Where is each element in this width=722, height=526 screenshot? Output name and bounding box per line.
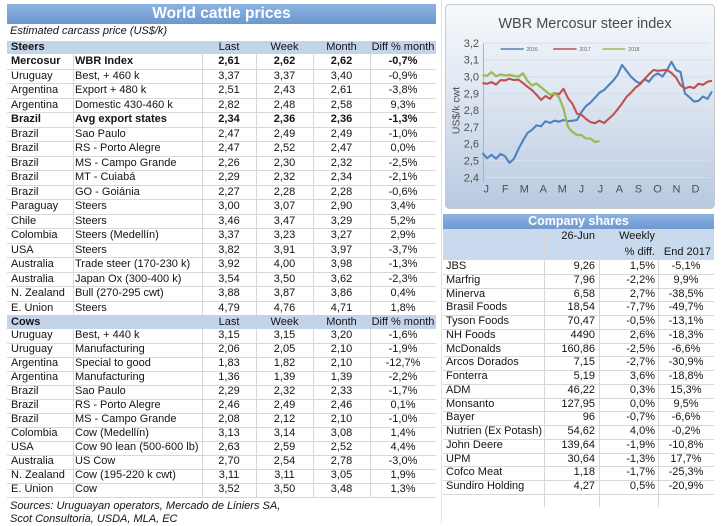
svg-text:N: N [673,183,681,195]
svg-text:2,7: 2,7 [464,121,479,133]
svg-text:O: O [653,183,662,195]
svg-text:2,4: 2,4 [464,172,479,184]
svg-text:D: D [692,183,700,195]
svg-text:2,9: 2,9 [464,88,479,100]
svg-text:2,8: 2,8 [464,105,479,117]
svg-text:J: J [579,183,585,195]
svg-text:3,2: 3,2 [464,37,479,49]
svg-text:M: M [558,183,567,195]
svg-text:3,1: 3,1 [464,54,479,66]
svg-text:S: S [635,183,642,195]
svg-text:2,6: 2,6 [464,138,479,150]
svg-text:2,5: 2,5 [464,155,479,167]
svg-text:WBR Mercosur steer index: WBR Mercosur steer index [498,16,672,32]
svg-text:3,0: 3,0 [464,71,479,83]
svg-text:US$/k cwt: US$/k cwt [450,86,462,133]
svg-text:2017: 2017 [580,47,591,53]
svg-text:J: J [483,183,489,195]
svg-text:J: J [598,183,604,195]
svg-text:F: F [502,183,509,195]
svg-text:A: A [540,183,548,195]
svg-text:2018: 2018 [628,47,639,53]
svg-text:2016: 2016 [527,47,538,53]
svg-text:A: A [616,183,624,195]
svg-text:M: M [520,183,529,195]
